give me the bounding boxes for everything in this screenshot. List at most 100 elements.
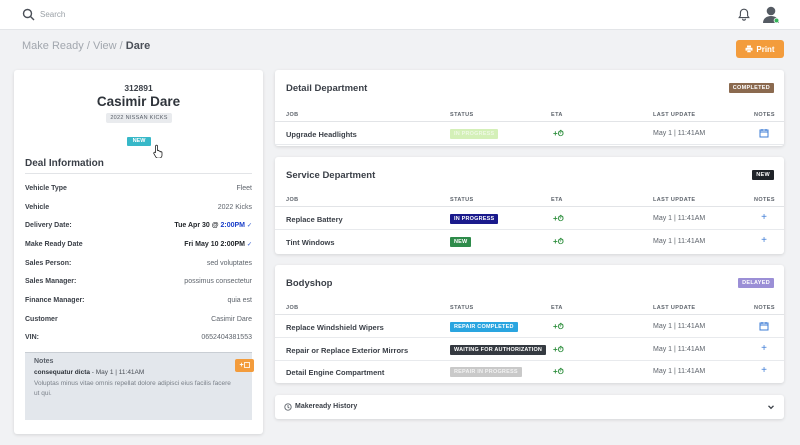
info-label: Vehicle Type <box>25 185 67 192</box>
add-note-icon[interactable]: + <box>761 365 767 376</box>
last-update: May 1 | 11:41AM <box>653 346 706 353</box>
col-last-update: LAST UPDATE <box>653 197 696 203</box>
col-notes: NOTES <box>754 112 775 118</box>
col-eta: ETA <box>551 305 563 311</box>
job-status-badge[interactable]: NEW <box>450 237 472 247</box>
history-title: Makeready History <box>295 403 358 410</box>
calendar-icon[interactable] <box>759 128 769 138</box>
eta-timer-icon[interactable]: +⏱ <box>553 322 564 331</box>
table-header: JOB STATUS ETA LAST UPDATE NOTES <box>275 110 784 122</box>
check-icon: ✓ <box>246 242 252 248</box>
table-header: JOB STATUS ETA LAST UPDATE NOTES <box>275 303 784 315</box>
vehicle-tag: 2022 NISSAN KICKS <box>106 113 172 123</box>
delivery-date-value[interactable]: Tue Apr 30 @ 2:00PM ✓ <box>174 222 252 229</box>
deal-status-badge[interactable]: NEW <box>127 137 151 146</box>
eta-timer-icon[interactable]: +⏱ <box>553 129 564 138</box>
info-row-customer: Customer Casimir Dare <box>25 316 252 328</box>
info-label: Vehicle <box>25 204 50 211</box>
info-label: Customer <box>25 316 58 323</box>
col-status: STATUS <box>450 112 474 118</box>
info-label: Delivery Date: <box>25 222 72 229</box>
job-status-badge[interactable]: IN PROGRESS <box>450 129 499 139</box>
time-text: 2:00PM <box>220 222 246 229</box>
last-update: May 1 | 11:41AM <box>653 130 706 137</box>
last-update: May 1 | 11:41AM <box>653 368 706 375</box>
job-name: Replace Windshield Wipers <box>286 323 384 332</box>
col-eta: ETA <box>551 197 563 203</box>
makeready-history-panel[interactable]: Makeready History <box>275 395 784 419</box>
breadcrumb-make-ready[interactable]: Make Ready <box>22 40 84 52</box>
calendar-icon[interactable] <box>759 321 769 331</box>
eta-timer-icon[interactable]: +⏱ <box>553 345 564 354</box>
info-row-sales-person: Sales Person: sed voluptates <box>25 260 252 272</box>
eta-timer-icon[interactable]: +⏱ <box>553 367 564 376</box>
note-body: Voluptas minus vitae omnis repellat dolo… <box>34 380 231 397</box>
divider <box>25 173 252 174</box>
add-note-icon[interactable]: + <box>761 235 767 246</box>
job-name: Detail Engine Compartment <box>286 368 385 377</box>
table-row[interactable]: Replace Battery IN PROGRESS +⏱ May 1 | 1… <box>275 208 784 230</box>
info-value: quia est <box>227 297 252 304</box>
department-title: Bodyshop <box>286 278 333 289</box>
print-label: Print <box>756 44 775 54</box>
job-name: Replace Battery <box>286 215 343 224</box>
chevron-down-icon[interactable] <box>767 403 775 411</box>
print-button[interactable]: Print <box>736 40 784 58</box>
job-status-badge[interactable]: REPAIR IN PROGRESS <box>450 367 522 377</box>
user-avatar-icon[interactable] <box>762 5 780 25</box>
department-status-badge: DELAYED <box>738 278 774 288</box>
hand-cursor-icon <box>153 144 163 158</box>
table-row[interactable]: Replace Windshield Wipers REPAIR COMPLET… <box>275 316 784 338</box>
col-job: JOB <box>286 305 299 311</box>
department-title: Service Department <box>286 170 376 181</box>
info-row-sales-manager: Sales Manager: possimus consectetur <box>25 278 252 290</box>
note-icon <box>243 361 250 368</box>
date-text: Tue Apr 30 @ <box>174 222 219 229</box>
add-note-button[interactable]: + <box>235 359 254 372</box>
history-icon <box>284 403 292 411</box>
deal-summary-card: 312891 Casimir Dare 2022 NISSAN KICKS NE… <box>14 70 263 434</box>
note-meta: consequatur dicta - May 1 | 11:41AM <box>34 369 144 376</box>
info-label: VIN: <box>25 334 39 341</box>
table-row[interactable]: Repair or Replace Exterior Mirrors WAITI… <box>275 339 784 361</box>
job-status-badge[interactable]: WAITING FOR AUTHORIZATION <box>450 345 547 355</box>
job-status-badge[interactable]: IN PROGRESS <box>450 214 499 224</box>
breadcrumb-separator: / <box>83 40 93 52</box>
add-note-icon[interactable]: + <box>761 212 767 223</box>
job-status-badge[interactable]: REPAIR COMPLETED <box>450 322 518 332</box>
add-note-icon[interactable]: + <box>761 343 767 354</box>
eta-timer-icon[interactable]: +⏱ <box>553 214 564 223</box>
notes-panel: Notes consequatur dicta - May 1 | 11:41A… <box>25 352 254 420</box>
search-icon[interactable] <box>22 8 35 21</box>
col-eta: ETA <box>551 112 563 118</box>
search-input[interactable]: Search <box>40 10 66 19</box>
info-value: Fleet <box>236 185 252 192</box>
department-status-badge: NEW <box>752 170 774 180</box>
eta-timer-icon[interactable]: +⏱ <box>553 237 564 246</box>
info-value: sed voluptates <box>206 260 252 267</box>
col-job: JOB <box>286 197 299 203</box>
top-bar: Search <box>0 0 800 30</box>
col-notes: NOTES <box>754 197 775 203</box>
info-row-vehicle: Vehicle 2022 Kicks <box>25 204 252 216</box>
department-status-badge: COMPLETED <box>728 83 774 93</box>
department-title: Detail Department <box>286 83 368 94</box>
table-row[interactable]: Upgrade Headlights IN PROGRESS +⏱ May 1 … <box>275 123 784 145</box>
col-status: STATUS <box>450 305 474 311</box>
note-author: consequatur dicta <box>34 369 90 376</box>
col-last-update: LAST UPDATE <box>653 305 696 311</box>
breadcrumb-view[interactable]: View <box>92 40 117 52</box>
info-label: Sales Manager: <box>25 278 77 285</box>
make-ready-date-value[interactable]: Fri May 10 2:00PM ✓ <box>184 241 252 248</box>
info-label: Make Ready Date <box>25 241 83 248</box>
info-row-vin: VIN: 0652404381553 <box>25 334 252 346</box>
last-update: May 1 | 11:41AM <box>653 323 706 330</box>
breadcrumb-current: Dare <box>125 40 151 52</box>
bell-icon[interactable] <box>738 8 750 21</box>
service-department-card: Service Department NEW JOB STATUS ETA LA… <box>275 157 784 254</box>
table-row[interactable]: Detail Engine Compartment REPAIR IN PROG… <box>275 361 784 383</box>
table-row[interactable]: Tint Windows NEW +⏱ May 1 | 11:41AM + <box>275 231 784 253</box>
add-note-label: + <box>239 362 244 369</box>
print-icon <box>745 45 753 53</box>
table-header: JOB STATUS ETA LAST UPDATE NOTES <box>275 195 784 207</box>
